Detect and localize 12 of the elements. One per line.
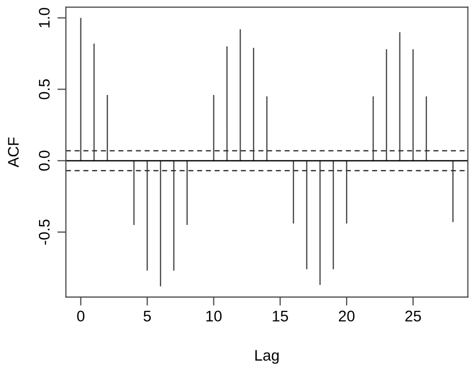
y-tick-label: -0.5 bbox=[38, 220, 50, 245]
x-tick-label: 10 bbox=[206, 310, 222, 322]
x-tick-label: 25 bbox=[405, 310, 421, 322]
y-tick-label: 1.0 bbox=[38, 8, 50, 28]
x-tick-label: 5 bbox=[144, 310, 151, 322]
y-tick-label: 0.0 bbox=[38, 150, 50, 171]
x-tick-label: 15 bbox=[272, 310, 288, 322]
x-tick-label: 20 bbox=[338, 310, 355, 322]
y-tick-label: 0.5 bbox=[38, 79, 50, 100]
y-axis-title: ACF bbox=[8, 137, 19, 168]
x-tick-label: 0 bbox=[77, 310, 84, 322]
x-axis-title: Lag bbox=[255, 350, 279, 364]
